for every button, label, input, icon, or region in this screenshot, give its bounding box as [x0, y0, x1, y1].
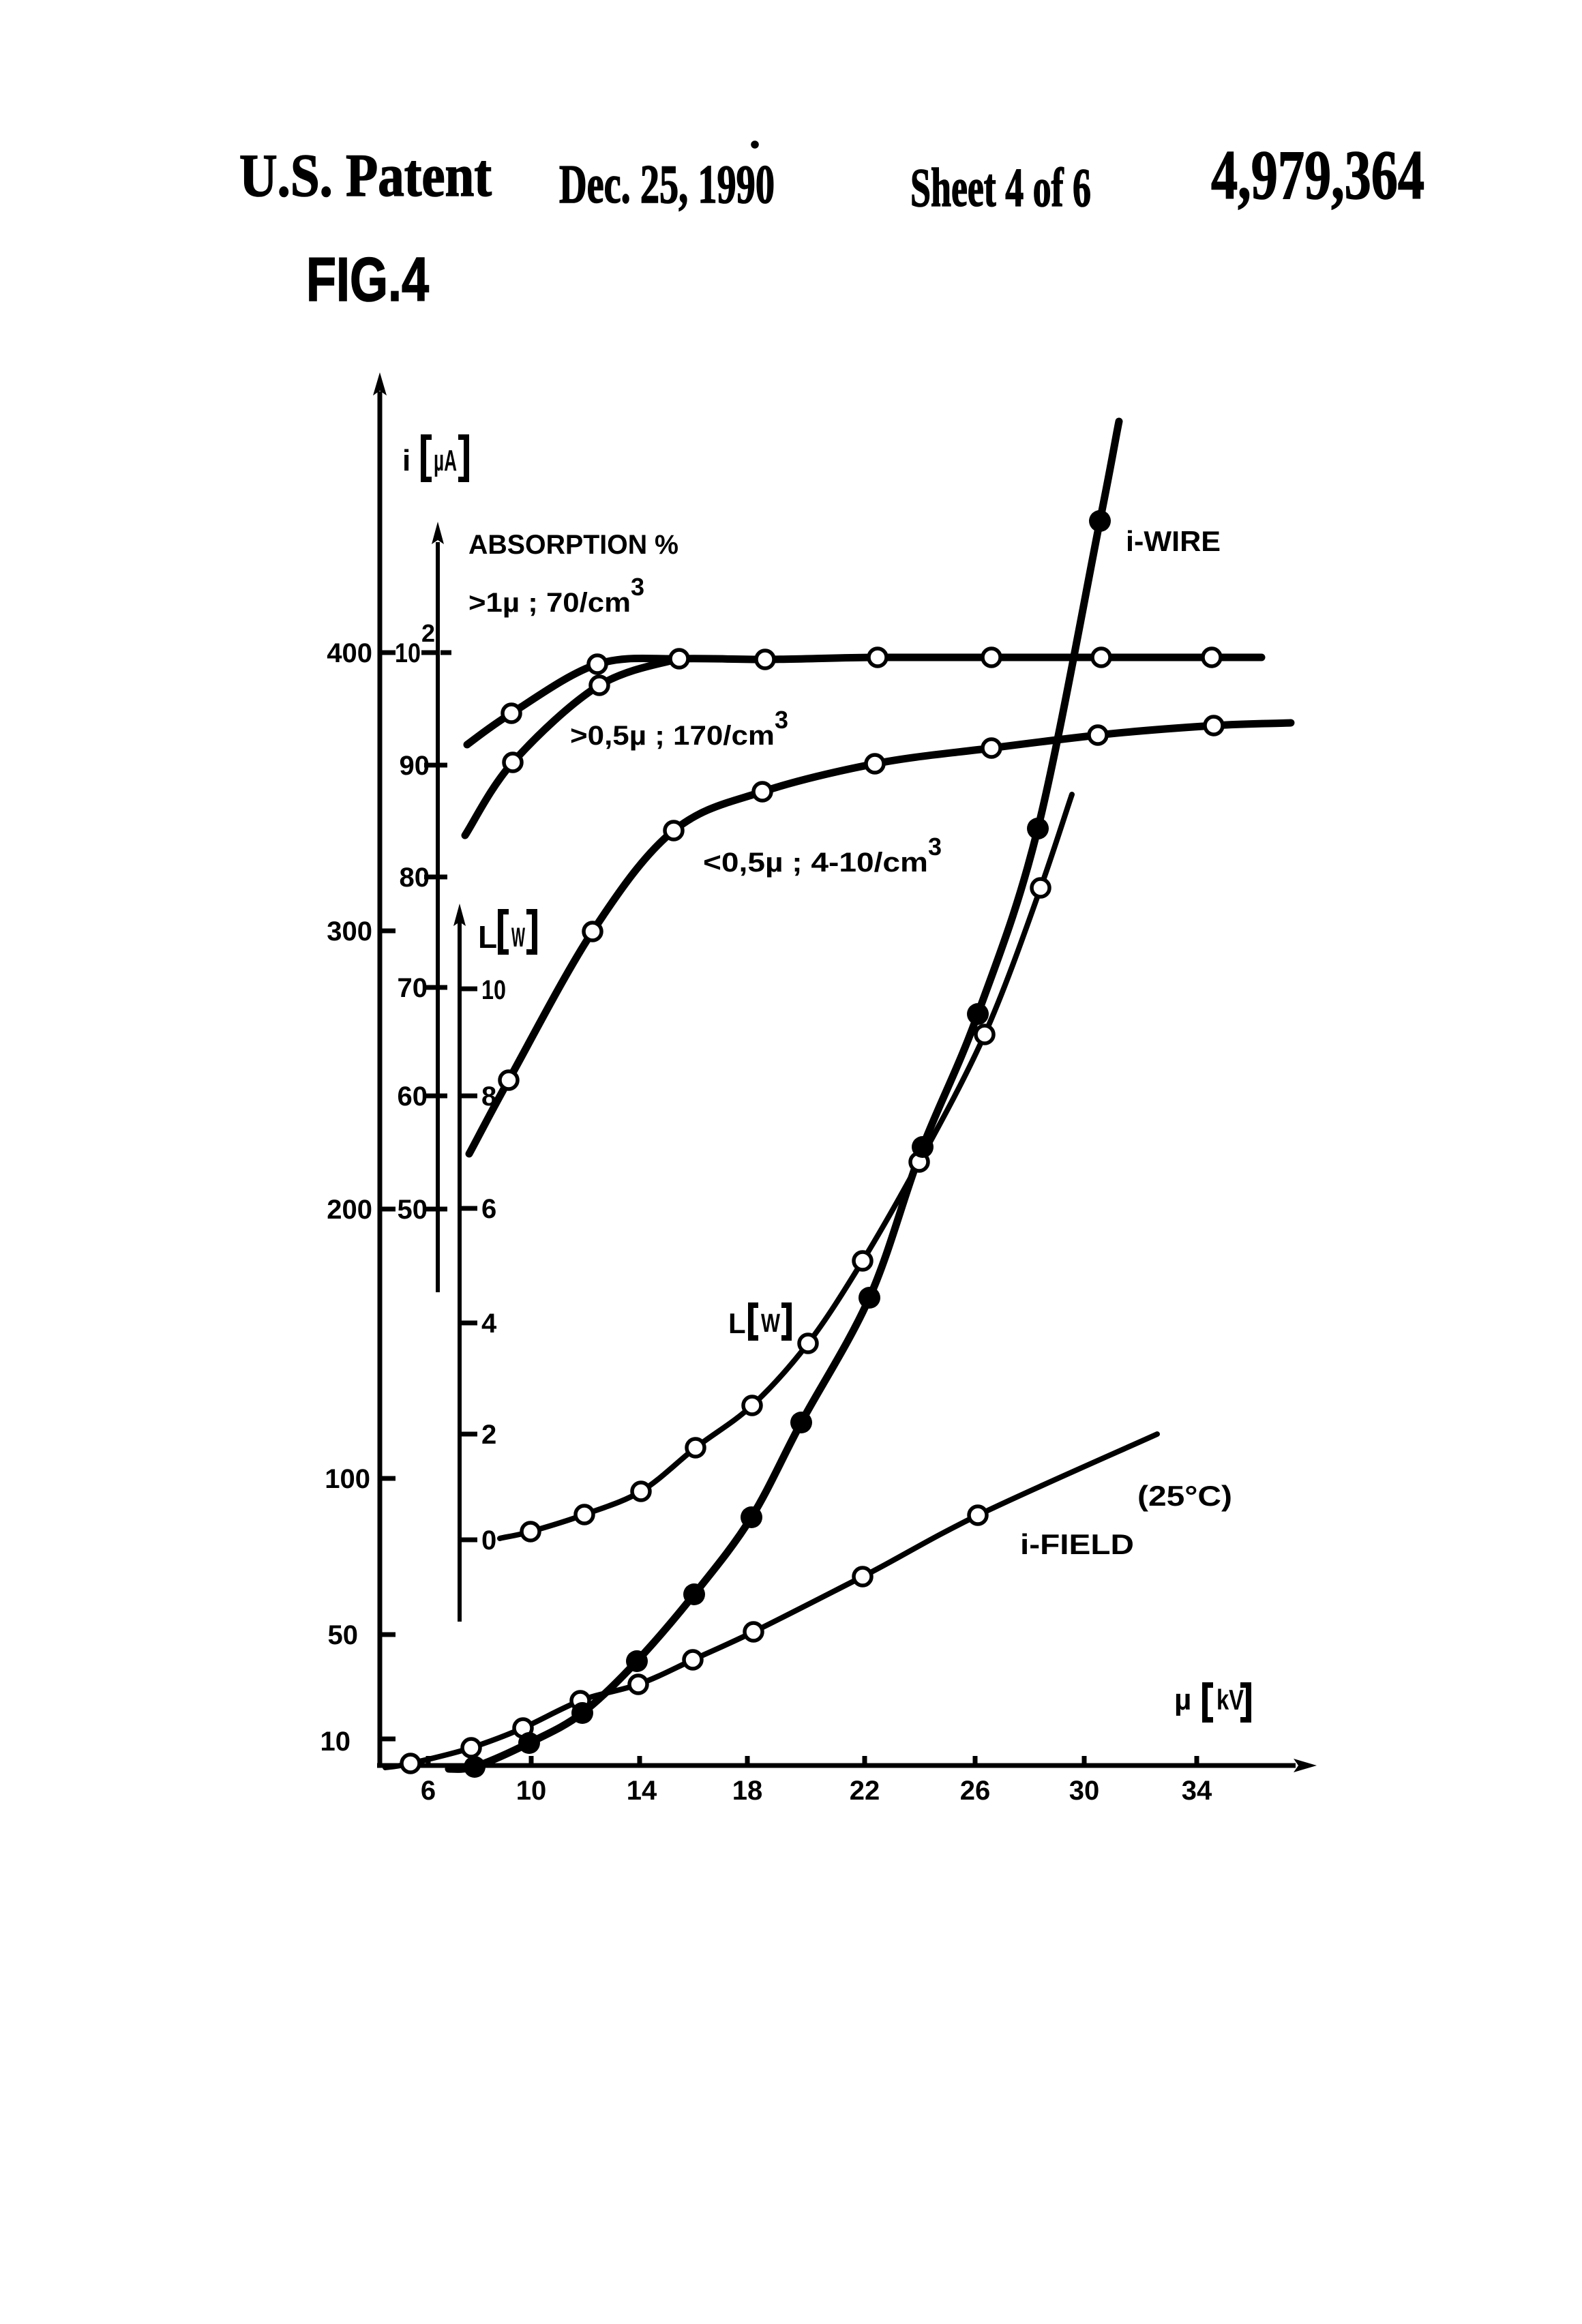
svg-text:µ: µ — [1174, 1683, 1191, 1716]
svg-text:10: 10 — [320, 1727, 351, 1757]
svg-text:W: W — [511, 923, 525, 953]
svg-text:W: W — [761, 1309, 780, 1338]
svg-text:FIG.4: FIG.4 — [306, 245, 429, 314]
svg-text:10: 10 — [516, 1776, 547, 1806]
svg-text:30: 30 — [1069, 1776, 1100, 1806]
svg-text:(25°C): (25°C) — [1137, 1480, 1232, 1512]
svg-text:50: 50 — [328, 1620, 359, 1650]
svg-text:26: 26 — [960, 1776, 991, 1806]
svg-text:<0,5µ ; 4-10/cm: <0,5µ ; 4-10/cm — [703, 848, 928, 878]
svg-text:200: 200 — [327, 1195, 372, 1225]
svg-text:70: 70 — [398, 973, 428, 1003]
svg-text:i-WIRE: i-WIRE — [1126, 525, 1221, 557]
svg-text:Sheet 4 of 6: Sheet 4 of 6 — [910, 158, 1091, 218]
svg-text:i: i — [402, 444, 411, 477]
svg-text:10: 10 — [481, 975, 506, 1005]
svg-text:100: 100 — [325, 1464, 370, 1494]
svg-text:4,979,364: 4,979,364 — [1211, 136, 1424, 214]
svg-text:kV: kV — [1217, 1684, 1244, 1716]
svg-text:22: 22 — [850, 1776, 880, 1806]
svg-text:34: 34 — [1182, 1776, 1212, 1806]
svg-text:3: 3 — [631, 573, 644, 601]
svg-text:i-FIELD: i-FIELD — [1020, 1528, 1134, 1560]
svg-text:2: 2 — [481, 1420, 496, 1450]
svg-text:L: L — [478, 919, 497, 955]
svg-text:10: 10 — [395, 638, 421, 668]
svg-text:>0,5µ ; 170/cm: >0,5µ ; 170/cm — [570, 721, 775, 751]
svg-text:18: 18 — [732, 1776, 763, 1806]
svg-text:µA: µA — [434, 444, 457, 477]
svg-text:>1µ ; 70/cm: >1µ ; 70/cm — [468, 588, 631, 618]
svg-text:4: 4 — [481, 1309, 497, 1339]
svg-text:U.S. Patent: U.S. Patent — [239, 143, 492, 209]
svg-text:300: 300 — [327, 917, 372, 947]
svg-text:Dec. 25, 1990: Dec. 25, 1990 — [559, 155, 775, 215]
svg-text:L: L — [728, 1307, 746, 1339]
svg-text:ABSORPTION %: ABSORPTION % — [468, 530, 678, 560]
svg-text:6: 6 — [481, 1194, 496, 1224]
svg-text:60: 60 — [398, 1082, 428, 1112]
svg-text:3: 3 — [775, 706, 788, 734]
svg-text:2: 2 — [421, 619, 435, 647]
svg-text:3: 3 — [928, 833, 942, 861]
svg-text:400: 400 — [327, 638, 372, 668]
svg-text:6: 6 — [421, 1776, 436, 1806]
svg-text:50: 50 — [398, 1195, 428, 1225]
svg-text:80: 80 — [400, 863, 430, 893]
svg-text:90: 90 — [400, 751, 430, 781]
svg-text:0: 0 — [481, 1525, 496, 1555]
svg-text:14: 14 — [627, 1776, 657, 1806]
